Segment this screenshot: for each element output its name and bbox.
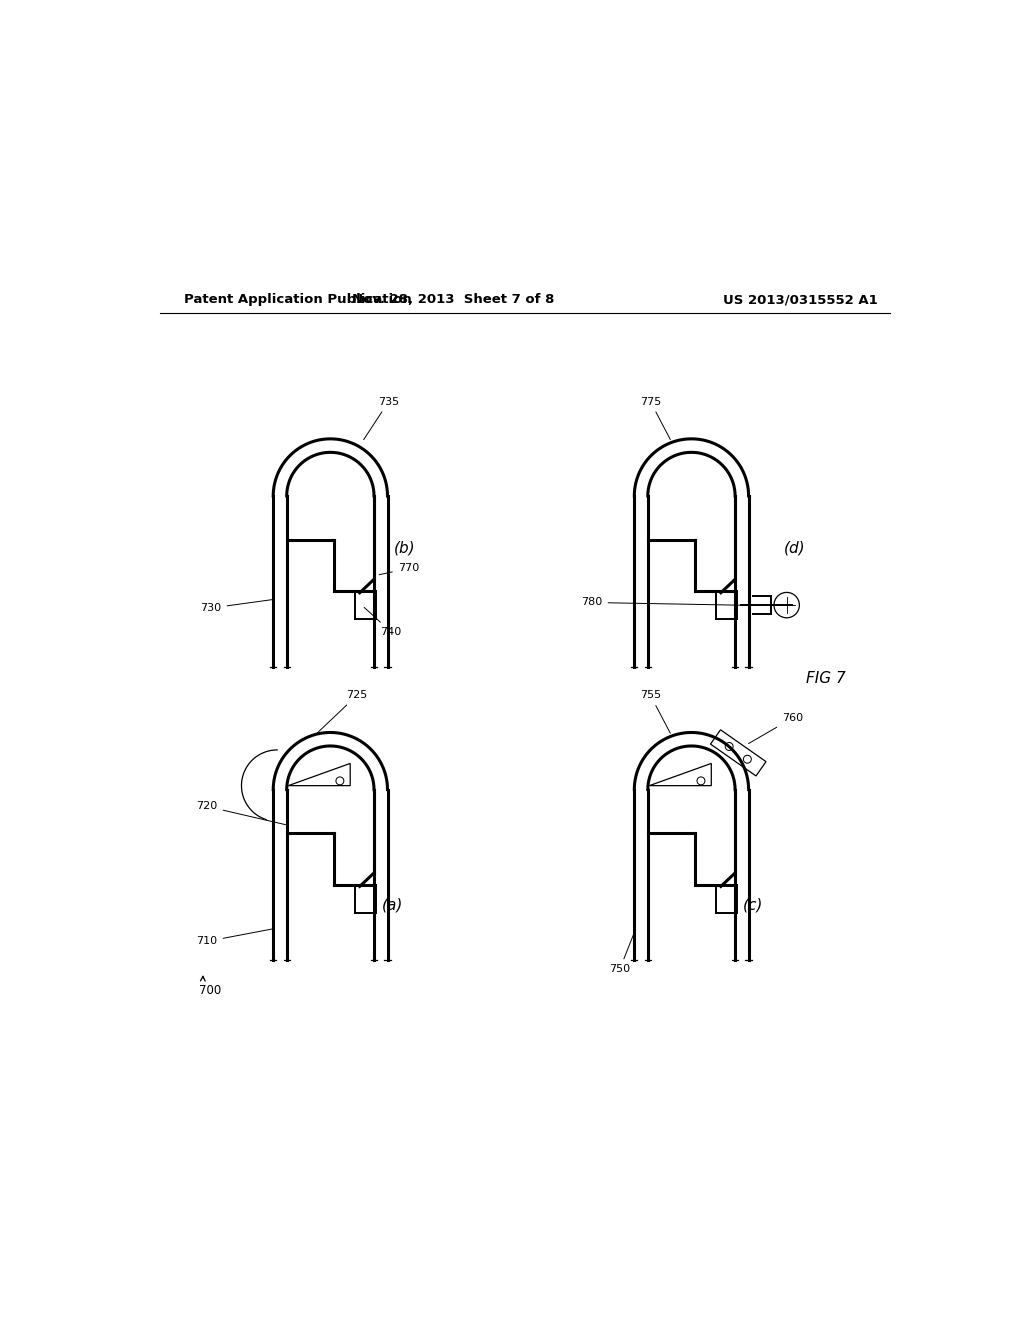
Text: 750: 750 xyxy=(609,931,635,974)
Text: 710: 710 xyxy=(197,929,272,946)
Text: (c): (c) xyxy=(743,898,764,912)
Text: 775: 775 xyxy=(640,397,671,440)
Text: 730: 730 xyxy=(201,599,272,612)
Text: (a): (a) xyxy=(382,898,403,912)
Text: 740: 740 xyxy=(365,607,401,636)
Text: 760: 760 xyxy=(749,713,803,743)
Text: 755: 755 xyxy=(640,690,671,733)
Text: (d): (d) xyxy=(784,540,806,556)
Text: Nov. 28, 2013  Sheet 7 of 8: Nov. 28, 2013 Sheet 7 of 8 xyxy=(352,293,555,306)
Text: FIG 7: FIG 7 xyxy=(807,671,846,686)
Text: 770: 770 xyxy=(379,564,419,574)
Text: 725: 725 xyxy=(316,690,368,734)
Text: 720: 720 xyxy=(197,801,286,825)
Text: 700: 700 xyxy=(200,977,221,997)
Text: 735: 735 xyxy=(364,397,399,440)
Text: US 2013/0315552 A1: US 2013/0315552 A1 xyxy=(723,293,878,306)
Text: Patent Application Publication: Patent Application Publication xyxy=(183,293,412,306)
Text: 780: 780 xyxy=(582,598,754,607)
Text: (b): (b) xyxy=(394,540,416,556)
